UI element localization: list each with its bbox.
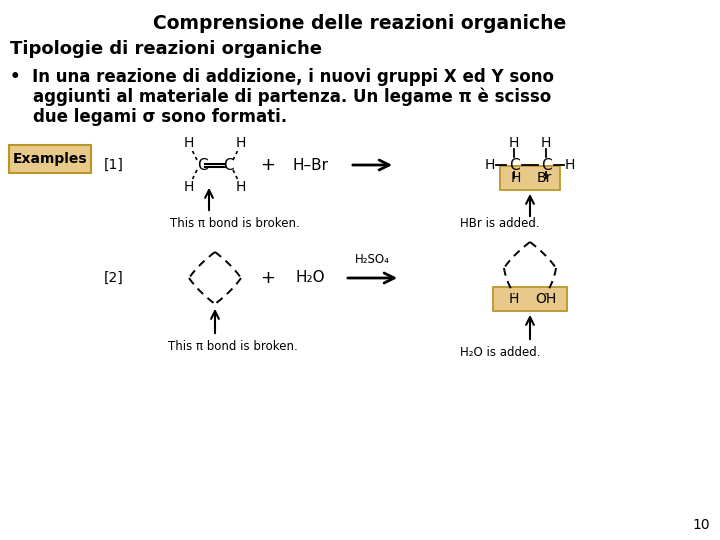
Text: [2]: [2] bbox=[104, 271, 124, 285]
Text: H: H bbox=[510, 171, 521, 185]
Text: H: H bbox=[485, 158, 495, 172]
Text: This π bond is broken.: This π bond is broken. bbox=[170, 217, 300, 230]
Text: Tipologie di reazioni organiche: Tipologie di reazioni organiche bbox=[10, 40, 322, 58]
Text: C: C bbox=[197, 158, 207, 172]
Text: due legami σ sono formati.: due legami σ sono formati. bbox=[10, 108, 287, 126]
Text: H: H bbox=[509, 136, 519, 150]
Text: +: + bbox=[261, 269, 276, 287]
Text: H: H bbox=[236, 180, 246, 194]
Text: H–Br: H–Br bbox=[292, 158, 328, 172]
Text: 10: 10 bbox=[693, 518, 710, 532]
Text: C: C bbox=[541, 158, 552, 172]
Text: H: H bbox=[541, 136, 552, 150]
Text: •  In una reazione di addizione, i nuovi gruppi X ed Y sono: • In una reazione di addizione, i nuovi … bbox=[10, 68, 554, 86]
Text: C: C bbox=[509, 158, 519, 172]
Text: [1]: [1] bbox=[104, 158, 124, 172]
Text: OH: OH bbox=[536, 292, 557, 306]
FancyBboxPatch shape bbox=[500, 166, 560, 190]
Text: H₂O: H₂O bbox=[295, 271, 325, 286]
Text: H: H bbox=[184, 136, 194, 150]
FancyBboxPatch shape bbox=[9, 145, 91, 173]
Text: aggiunti al materiale di partenza. Un legame π è scisso: aggiunti al materiale di partenza. Un le… bbox=[10, 88, 552, 106]
Text: H: H bbox=[236, 136, 246, 150]
Text: H: H bbox=[564, 158, 575, 172]
Text: H₂SO₄: H₂SO₄ bbox=[354, 253, 390, 266]
Text: Examples: Examples bbox=[13, 152, 87, 166]
Text: C: C bbox=[222, 158, 233, 172]
Text: Br: Br bbox=[536, 171, 552, 185]
Text: H: H bbox=[184, 180, 194, 194]
Text: Comprensione delle reazioni organiche: Comprensione delle reazioni organiche bbox=[153, 14, 567, 33]
Text: H₂O is added.: H₂O is added. bbox=[460, 346, 541, 359]
Text: This π bond is broken.: This π bond is broken. bbox=[168, 340, 298, 353]
Text: H: H bbox=[509, 292, 519, 306]
FancyBboxPatch shape bbox=[493, 287, 567, 311]
Text: HBr is added.: HBr is added. bbox=[460, 217, 539, 230]
Text: +: + bbox=[261, 156, 276, 174]
